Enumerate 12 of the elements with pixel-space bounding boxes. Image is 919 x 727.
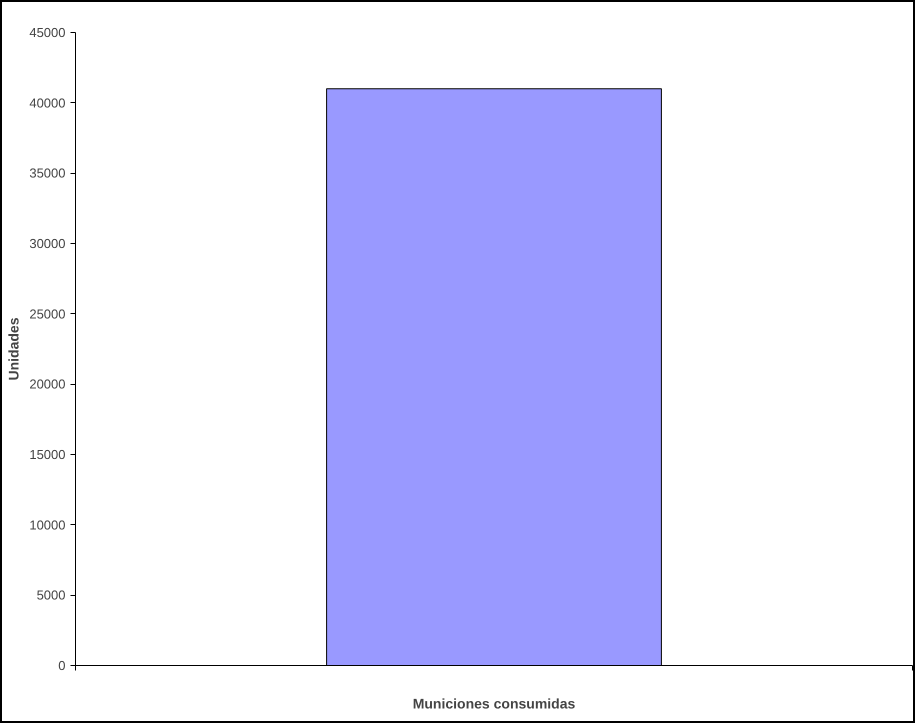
y-tick-label: 10000 (29, 517, 66, 532)
y-axis-title: Unidades (5, 317, 22, 381)
y-tick-label: 5000 (36, 588, 66, 603)
y-tick-label: 35000 (29, 166, 66, 181)
y-tick-label: 0 (58, 658, 66, 673)
y-tick-label: 45000 (29, 25, 66, 40)
y-tick-label: 30000 (29, 236, 66, 251)
y-tick-label: 15000 (29, 447, 66, 462)
y-tick-label: 40000 (29, 95, 66, 110)
x-axis-title: Municiones consumidas (412, 696, 576, 712)
y-tick-label: 20000 (29, 376, 66, 392)
y-tick-label: 25000 (29, 306, 66, 322)
